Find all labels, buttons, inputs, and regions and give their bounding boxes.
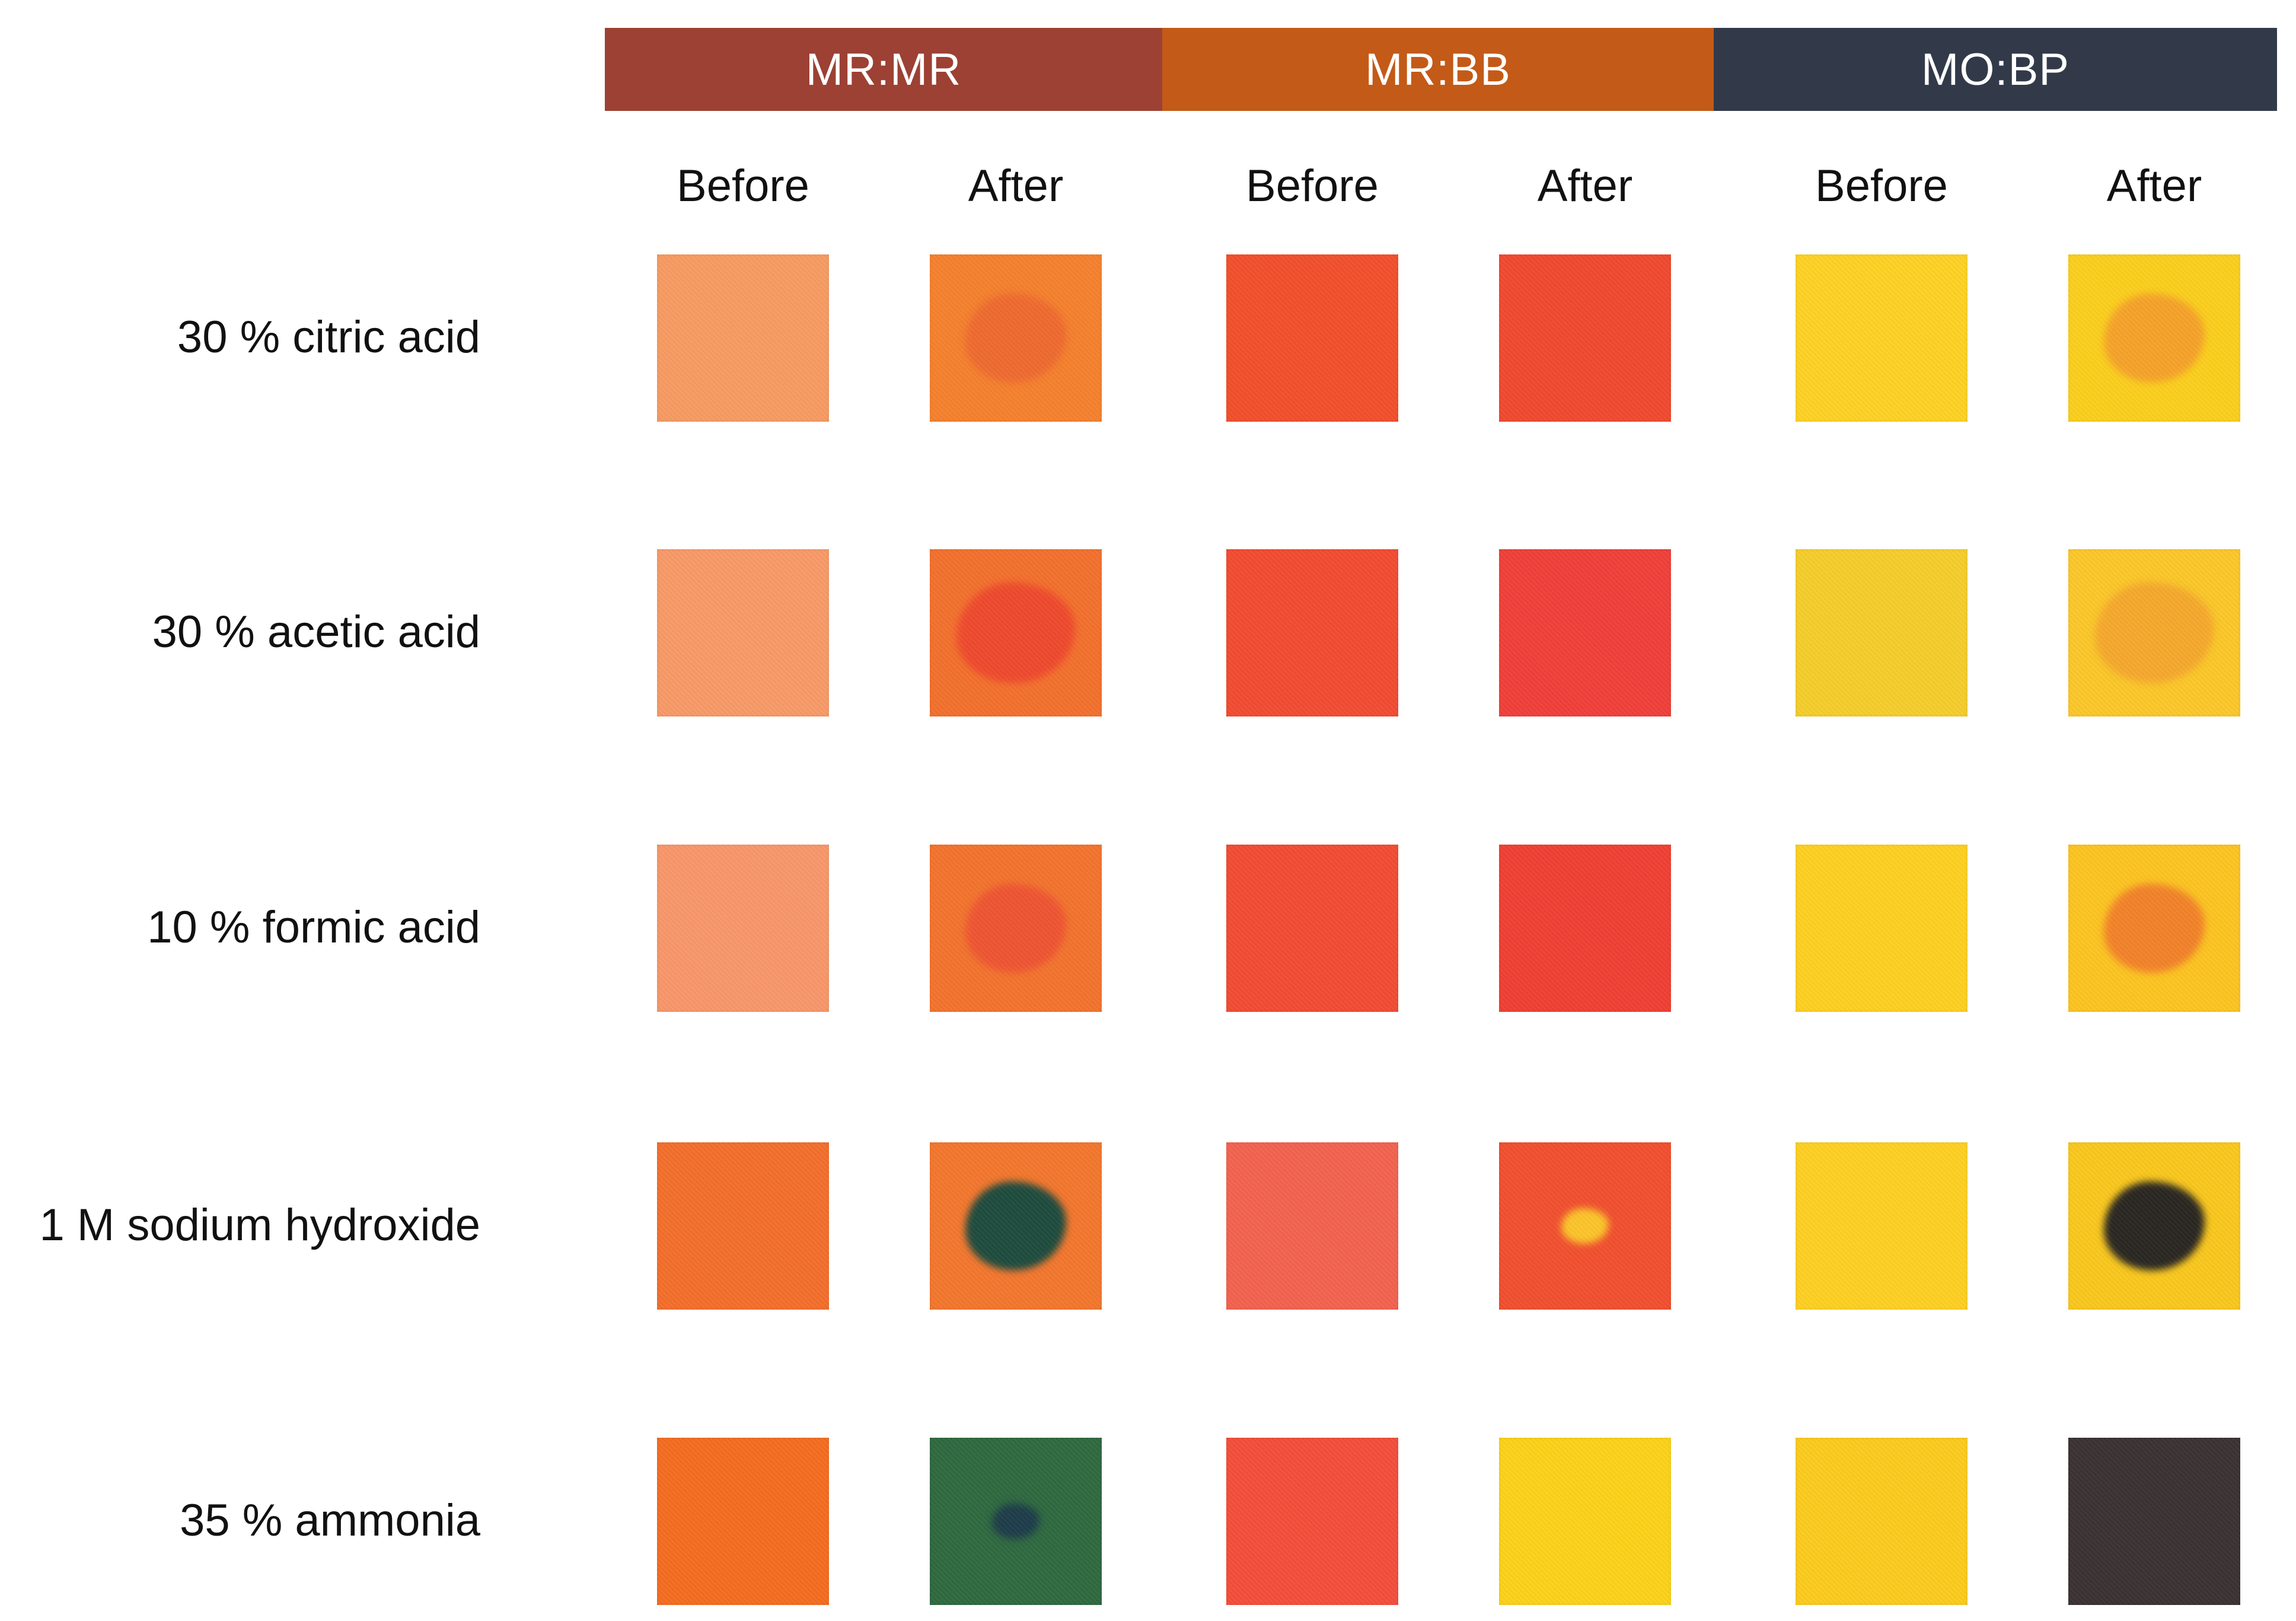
- sample-swatch: [1226, 549, 1398, 716]
- sample-swatch: [1226, 1438, 1398, 1605]
- sample-swatch: [657, 549, 829, 716]
- sample-swatch: [1796, 1142, 1967, 1310]
- sample-swatch: [1796, 845, 1967, 1012]
- group-header-mr-mr: MR:MR: [605, 28, 1162, 111]
- group-label: MR:MR: [805, 44, 962, 95]
- reaction-spot: [956, 582, 1075, 683]
- reaction-spot: [992, 1504, 1039, 1539]
- sample-swatch: [930, 1438, 1102, 1605]
- row-label: 30 % citric acid: [177, 312, 480, 362]
- column-label-before: Before: [677, 161, 809, 211]
- sample-swatch: [657, 845, 829, 1012]
- sample-swatch: [657, 1438, 829, 1605]
- reaction-spot: [1561, 1208, 1609, 1244]
- reaction-spot: [2095, 582, 2214, 683]
- row-label: 10 % formic acid: [147, 902, 480, 953]
- sample-swatch: [1796, 1438, 1967, 1605]
- column-label-after: After: [2106, 161, 2202, 211]
- sample-swatch: [2068, 1142, 2240, 1310]
- row-label: 30 % acetic acid: [152, 607, 480, 657]
- reaction-spot: [965, 1181, 1066, 1270]
- group-label: MO:BP: [1921, 44, 2069, 95]
- reaction-spot: [2104, 294, 2205, 383]
- sample-swatch: [2068, 549, 2240, 716]
- reaction-spot: [2104, 1181, 2205, 1270]
- sample-swatch: [1499, 845, 1671, 1012]
- group-header-mr-bb: MR:BB: [1162, 28, 1714, 111]
- sample-swatch: [1796, 254, 1967, 422]
- sample-swatch: [2068, 1438, 2240, 1605]
- sample-swatch: [657, 1142, 829, 1310]
- sample-swatch: [930, 845, 1102, 1012]
- sample-swatch: [657, 254, 829, 422]
- sample-swatch: [1499, 254, 1671, 422]
- sample-swatch: [1226, 1142, 1398, 1310]
- sample-swatch: [1226, 845, 1398, 1012]
- column-label-before: Before: [1246, 161, 1379, 211]
- column-label-before: Before: [1815, 161, 1948, 211]
- reaction-spot: [965, 294, 1066, 383]
- sample-swatch: [930, 1142, 1102, 1310]
- reaction-spot: [965, 884, 1066, 973]
- sample-swatch: [1499, 1142, 1671, 1310]
- sample-swatch: [1499, 549, 1671, 716]
- group-label: MR:BB: [1365, 44, 1511, 95]
- sample-swatch: [930, 254, 1102, 422]
- sample-swatch: [2068, 845, 2240, 1012]
- column-label-after: After: [1537, 161, 1633, 211]
- sample-swatch: [1796, 549, 1967, 716]
- row-label: 1 M sodium hydroxide: [39, 1200, 480, 1250]
- sample-swatch: [1499, 1438, 1671, 1605]
- sample-swatch: [930, 549, 1102, 716]
- reaction-spot: [2104, 884, 2205, 973]
- sample-swatch: [2068, 254, 2240, 422]
- group-header-mo-bp: MO:BP: [1714, 28, 2277, 111]
- column-label-after: After: [968, 161, 1064, 211]
- row-label: 35 % ammonia: [180, 1495, 480, 1546]
- sample-swatch: [1226, 254, 1398, 422]
